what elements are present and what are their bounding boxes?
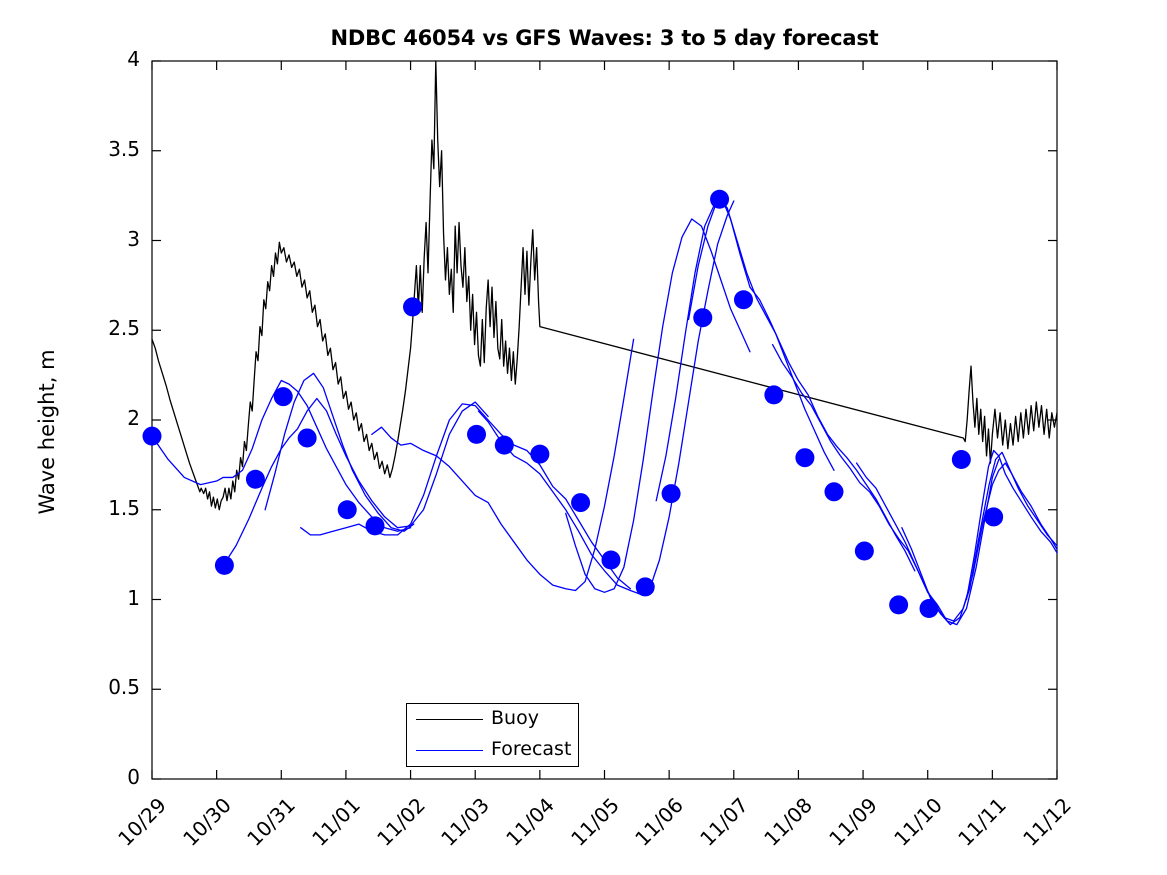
legend-swatch-buoy (416, 719, 483, 720)
data-point-marker (693, 308, 713, 328)
data-point-marker (403, 297, 423, 317)
data-point-marker (919, 598, 939, 618)
y-axis-tick-label: 3.5 (108, 136, 140, 161)
data-point-marker (601, 550, 621, 570)
data-point-marker (764, 385, 784, 405)
data-point-marker (889, 595, 909, 615)
data-marker-layer (142, 189, 1004, 618)
data-point-marker (951, 449, 971, 469)
legend-label-buoy: Buoy (491, 707, 539, 729)
data-point-marker (824, 482, 844, 502)
legend-label-forecast: Forecast (491, 738, 572, 760)
x-axis-tick-marks (151, 61, 1058, 779)
data-point-marker (984, 507, 1004, 527)
y-axis-tick-label: 0.5 (108, 675, 140, 700)
y-axis-tick-label: 2 (127, 406, 140, 430)
chart-legend: Buoy Forecast (406, 703, 579, 767)
data-point-marker (661, 484, 681, 504)
data-point-marker (795, 448, 815, 468)
data-point-marker (467, 424, 487, 444)
data-point-marker (337, 500, 357, 520)
legend-entry-buoy: Buoy (407, 704, 578, 735)
data-point-marker (245, 469, 265, 489)
series-line (371, 338, 635, 592)
y-axis-tick-label: 1 (127, 585, 140, 610)
series-line (477, 200, 735, 595)
data-point-marker (733, 290, 753, 310)
data-point-marker (273, 387, 293, 407)
series-line (264, 372, 415, 532)
series-line (655, 198, 835, 502)
series-line (300, 403, 632, 590)
series-line (151, 379, 412, 532)
data-point-marker (530, 444, 550, 464)
series-line (965, 449, 1058, 601)
series-line (771, 343, 1000, 626)
data-point-marker (142, 426, 162, 446)
data-point-marker (710, 189, 730, 209)
series-line (223, 397, 489, 565)
data-point-marker (635, 577, 655, 597)
data-point-marker (365, 516, 385, 536)
y-axis-tick-label: 0 (127, 765, 140, 789)
axes-frame (151, 60, 1058, 780)
series-line (901, 451, 1058, 626)
data-point-marker (854, 541, 874, 561)
y-axis-tick-label: 1.5 (108, 495, 140, 520)
series-line (565, 218, 751, 593)
y-axis-tick-label: 4 (127, 47, 140, 71)
legend-swatch-forecast (416, 750, 483, 751)
data-point-marker (571, 493, 591, 513)
page-title: NDBC 46054 vs GFS Waves: 3 to 5 day fore… (330, 26, 879, 50)
data-point-marker (494, 435, 514, 455)
y-axis-tick-label: 2.5 (108, 316, 140, 341)
data-point-marker (297, 428, 317, 448)
legend-entry-forecast: Forecast (407, 735, 578, 766)
data-point-marker (214, 555, 234, 575)
y-axis-tick-label: 3 (127, 226, 140, 251)
